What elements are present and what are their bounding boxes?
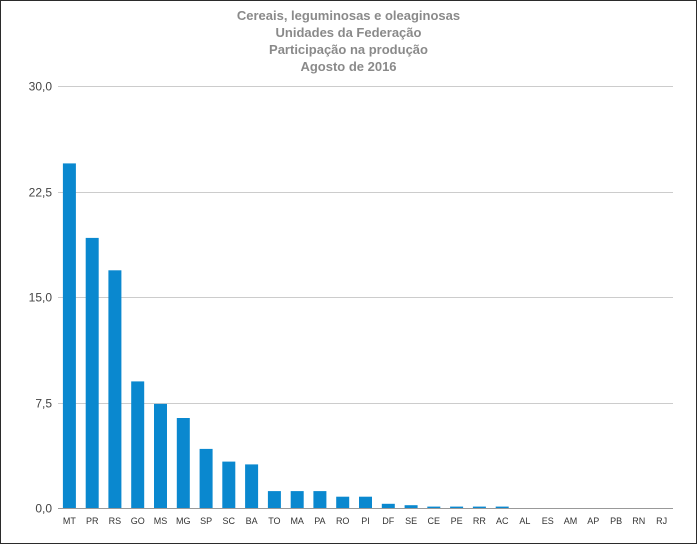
chart-title-line-1: Cereais, leguminosas e oleaginosas	[236, 8, 461, 23]
x-tick-label-go: GO	[131, 516, 145, 526]
y-tick-label: 22,5	[29, 186, 53, 200]
x-tick-label-pi: PI	[361, 516, 370, 526]
bar-sp	[199, 448, 213, 508]
bar-pr	[85, 237, 99, 508]
bar-se	[404, 505, 418, 508]
x-tick-label-pr: PR	[86, 516, 99, 526]
y-axis-ticks: 0,0 7,5 15,0 22,5 30,0	[29, 80, 53, 516]
bar-pe	[450, 506, 464, 508]
x-tick-label-ms: MS	[154, 516, 168, 526]
chart-title-line-3: Participação na produção	[269, 42, 428, 57]
x-tick-label-am: AM	[564, 516, 578, 526]
y-tick-label: 30,0	[29, 80, 53, 94]
x-tick-label-es: ES	[542, 516, 554, 526]
x-tick-label-rn: RN	[632, 516, 645, 526]
chart-title-line-2: Unidades da Federação	[275, 25, 422, 40]
bar-rr	[472, 506, 486, 508]
x-tick-label-sc: SC	[223, 516, 236, 526]
x-tick-label-pb: PB	[610, 516, 622, 526]
x-tick-label-rj: RJ	[656, 516, 667, 526]
x-tick-label-se: SE	[405, 516, 417, 526]
x-tick-label-ap: AP	[587, 516, 599, 526]
bar-ms	[154, 403, 167, 508]
bar-ce	[427, 506, 441, 508]
bar-df	[381, 503, 395, 508]
bar-go	[131, 381, 145, 508]
bar-ro	[336, 496, 350, 508]
x-tick-label-ba: BA	[246, 516, 258, 526]
bar-to	[267, 491, 281, 508]
y-tick-label: 0,0	[35, 502, 52, 516]
bar-ma	[290, 491, 304, 508]
bar-pa	[313, 491, 327, 508]
x-tick-label-ma: MA	[290, 516, 304, 526]
x-tick-label-mt: MT	[63, 516, 76, 526]
bar-sc	[222, 461, 236, 508]
x-tick-label-to: TO	[268, 516, 280, 526]
x-tick-label-df: DF	[382, 516, 394, 526]
y-tick-label: 7,5	[35, 397, 52, 411]
gridlines	[58, 86, 673, 509]
x-tick-label-al: AL	[519, 516, 530, 526]
x-tick-label-pe: PE	[451, 516, 463, 526]
bar-pi	[359, 496, 372, 508]
bar-ba	[245, 464, 259, 508]
bars	[62, 163, 509, 508]
x-tick-label-mg: MG	[176, 516, 191, 526]
bar-ac	[495, 506, 509, 508]
x-tick-label-rs: RS	[109, 516, 122, 526]
x-tick-label-ce: CE	[428, 516, 441, 526]
x-tick-label-pa: PA	[314, 516, 325, 526]
y-tick-label: 15,0	[29, 291, 53, 305]
x-tick-label-rr: RR	[473, 516, 486, 526]
chart-title-line-4: Agosto de 2016	[300, 59, 397, 74]
bar-rs	[108, 270, 122, 508]
x-tick-label-ro: RO	[336, 516, 350, 526]
x-axis-ticks: MT PR RS GO MS MG SP SC BA TO MA PA RO PI DF SE CE PE RR AC…	[63, 516, 667, 526]
x-tick-label-sp: SP	[200, 516, 212, 526]
bar-mt	[62, 163, 76, 508]
x-tick-label-ac: AC	[496, 516, 509, 526]
bar-mg	[176, 418, 190, 508]
